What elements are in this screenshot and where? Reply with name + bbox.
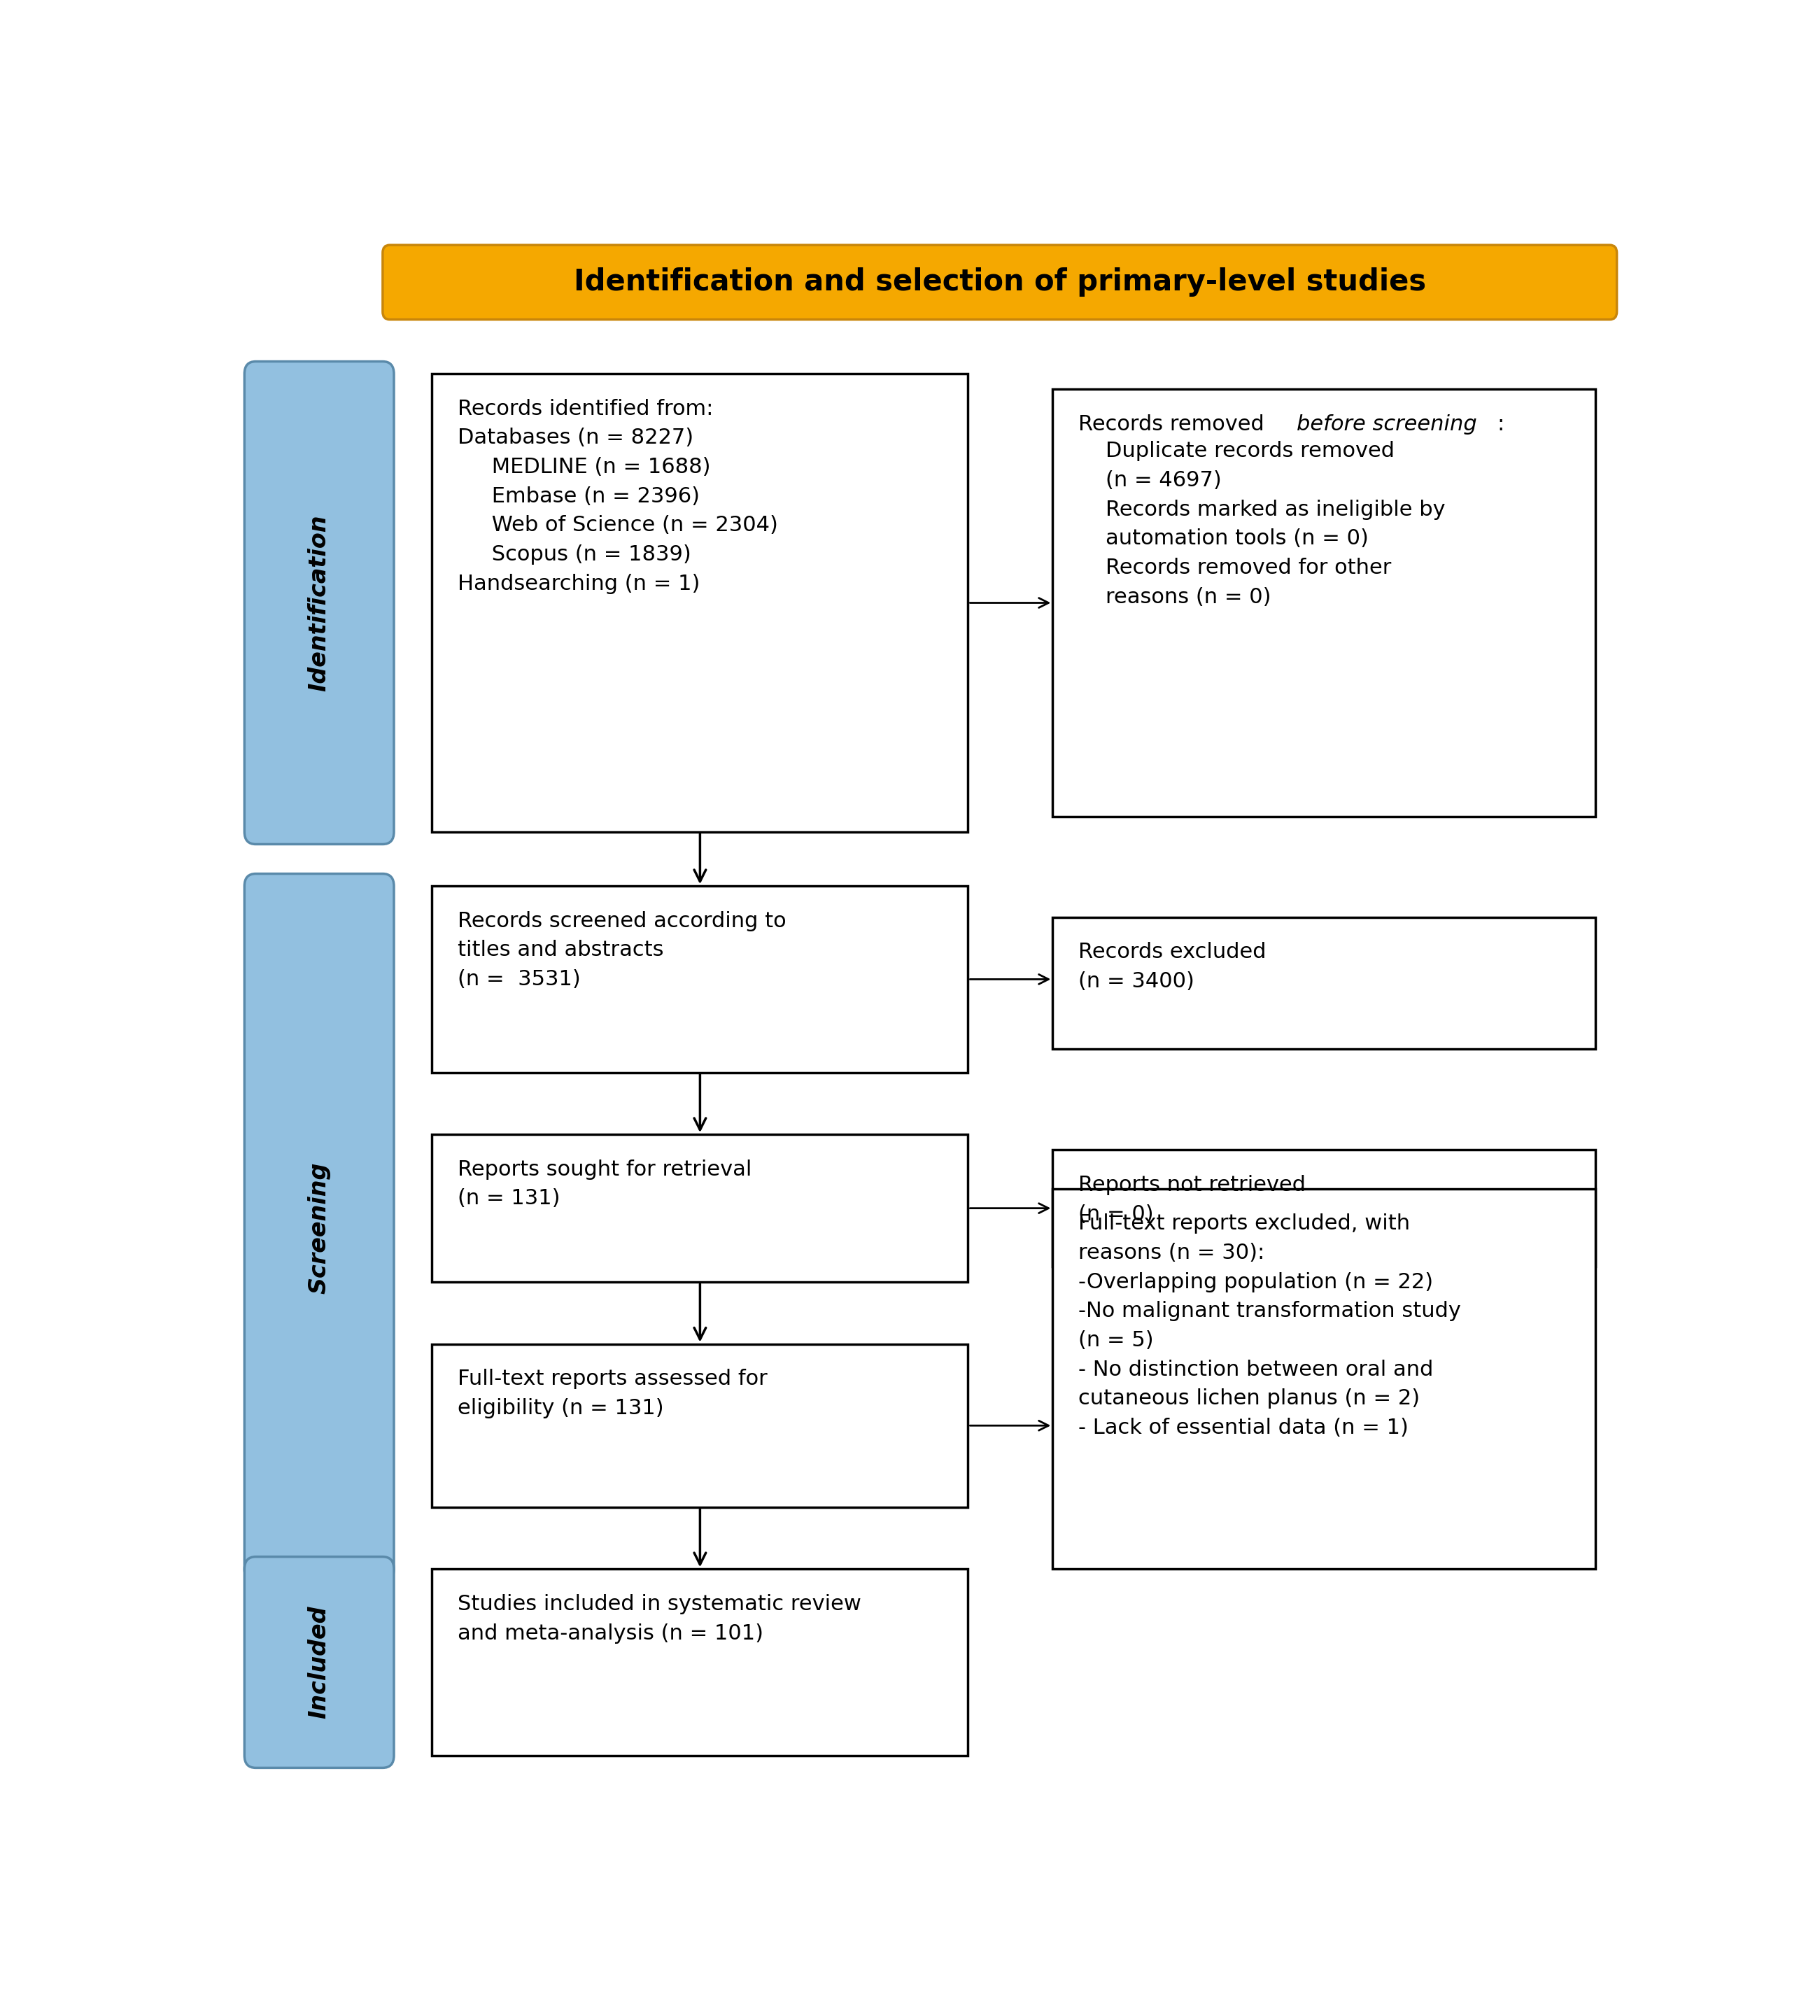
Text: Studies included in systematic review
and meta-analysis (n = 101): Studies included in systematic review an… [457,1595,861,1643]
Text: :: : [1498,413,1503,435]
Text: Records excluded
(n = 3400): Records excluded (n = 3400) [1077,941,1267,992]
FancyBboxPatch shape [431,887,968,1073]
FancyBboxPatch shape [244,1556,393,1768]
Text: Full-text reports assessed for
eligibility (n = 131): Full-text reports assessed for eligibili… [457,1369,768,1419]
Text: Identification and selection of primary-level studies: Identification and selection of primary-… [573,268,1425,296]
FancyBboxPatch shape [431,1135,968,1282]
FancyBboxPatch shape [1052,389,1596,816]
Text: Full-text reports excluded, with
reasons (n = 30):
-Overlapping population (n = : Full-text reports excluded, with reasons… [1077,1214,1461,1437]
Text: Included: Included [308,1607,331,1720]
Text: Duplicate records removed
    (n = 4697)
    Records marked as ineligible by
   : Duplicate records removed (n = 4697) Rec… [1077,442,1445,607]
FancyBboxPatch shape [1052,1189,1596,1568]
FancyBboxPatch shape [1052,1149,1596,1266]
FancyBboxPatch shape [431,1568,968,1756]
Text: Records removed: Records removed [1077,413,1270,435]
Text: Reports not retrieved
(n = 0): Reports not retrieved (n = 0) [1077,1175,1305,1224]
FancyBboxPatch shape [244,361,393,845]
FancyBboxPatch shape [431,1345,968,1508]
FancyBboxPatch shape [244,873,393,1583]
Text: Records screened according to
titles and abstracts
(n =  3531): Records screened according to titles and… [457,911,786,990]
Text: Records identified from:
Databases (n = 8227)
     MEDLINE (n = 1688)
     Embas: Records identified from: Databases (n = … [457,399,777,595]
Text: Reports sought for retrieval
(n = 131): Reports sought for retrieval (n = 131) [457,1159,752,1210]
FancyBboxPatch shape [382,246,1616,319]
FancyBboxPatch shape [1052,917,1596,1048]
Text: before screening: before screening [1296,413,1478,435]
Text: Identification: Identification [308,514,331,691]
FancyBboxPatch shape [431,373,968,833]
Text: Screening: Screening [308,1161,331,1294]
